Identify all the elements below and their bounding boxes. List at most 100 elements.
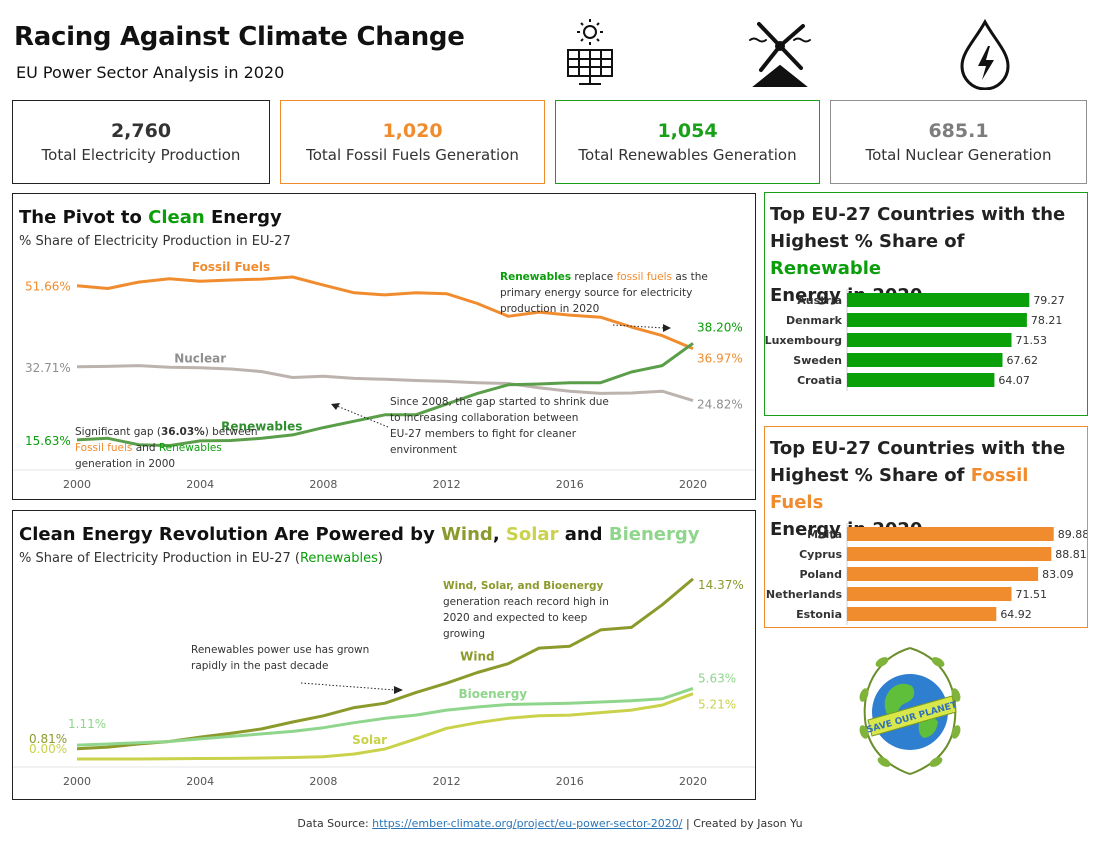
kpi-total-electricity: 2,760 Total Electricity Production xyxy=(12,100,270,184)
x-tick-label: 2008 xyxy=(309,775,337,788)
bar-malta xyxy=(847,527,1054,541)
annotation-record-line4: growing xyxy=(443,628,485,640)
bar-value-label: 67.62 xyxy=(1007,354,1039,367)
pivot-chart-panel: The Pivot to Clean Energy % Share of Ele… xyxy=(12,193,756,500)
kpi-label: Total Fossil Fuels Generation xyxy=(306,146,519,164)
top-renewable-bar-chart: Austria 79.27 Denmark 78.21 Luxembourg 71.53 S… xyxy=(765,289,1065,391)
kpi-value: 2,760 xyxy=(110,120,172,142)
arrow-gap xyxy=(336,405,389,428)
bar-category-label: Luxembourg xyxy=(765,334,842,347)
annotation-grown-line2: rapidly in the past decade xyxy=(191,660,328,672)
kpi-value: 1,054 xyxy=(657,120,718,142)
solar-panel-icon xyxy=(555,16,625,90)
bar-category-label: Cyprus xyxy=(799,548,842,561)
pivot-chart-title: The Pivot to Clean Energy xyxy=(19,207,282,228)
bar-value-label: 64.07 xyxy=(998,374,1030,387)
bar-denmark xyxy=(847,313,1027,327)
arrow-replace xyxy=(612,324,666,329)
bar-category-label: Denmark xyxy=(786,314,843,327)
bar-luxembourg xyxy=(847,333,1012,347)
end-value-label: 36.97% xyxy=(697,352,743,366)
start-value-label: 1.11% xyxy=(68,717,106,731)
top-renewable-title: Top EU-27 Countries with the Highest % S… xyxy=(770,204,1066,306)
annotation-significant-line3: generation in 2000 xyxy=(75,458,175,470)
annotation-gap-line3: EU-27 members to fight for cleaner xyxy=(390,428,577,440)
series-name-label: Solar xyxy=(352,733,387,747)
bar-value-label: 83.09 xyxy=(1042,568,1074,581)
top-fossil-title: Top EU-27 Countries with the Highest % S… xyxy=(770,438,1066,540)
revolution-chart-panel: Clean Energy Revolution Are Powered by W… xyxy=(12,510,756,800)
annotation-replace-line2: primary energy source for electricity xyxy=(500,287,692,299)
pivot-chart-subtitle: % Share of Electricity Production in EU-… xyxy=(19,234,291,249)
bar-value-label: 79.27 xyxy=(1033,294,1065,307)
bar-category-label: Croatia xyxy=(797,374,842,387)
x-tick-label: 2016 xyxy=(556,478,584,491)
start-value-label: 32.71% xyxy=(25,361,71,375)
hydro-drop-icon xyxy=(950,16,1020,91)
series-name-label: Nuclear xyxy=(174,352,226,366)
bar-austria xyxy=(847,293,1030,307)
bar-category-label: Estonia xyxy=(796,608,842,621)
start-value-label: 51.66% xyxy=(25,280,71,294)
arrowhead-gap xyxy=(331,403,340,410)
bar-value-label: 71.51 xyxy=(1015,588,1047,601)
annotation-significant-line2: Fossil fuels and Renewables xyxy=(75,442,222,454)
bar-estonia xyxy=(847,607,997,621)
pivot-line-chart: The Pivot to Clean Energy % Share of Ele… xyxy=(13,207,755,491)
end-value-label: 14.37% xyxy=(698,578,744,592)
start-value-label: 0.81% xyxy=(29,732,67,746)
page-subtitle: EU Power Sector Analysis in 2020 xyxy=(16,63,285,82)
kpi-value: 685.1 xyxy=(928,120,989,142)
bar-cyprus xyxy=(847,547,1052,561)
annotation-gap-line2: to increasing collaboration between xyxy=(390,412,578,424)
footer: Data Source: https://ember-climate.org/p… xyxy=(0,817,1100,830)
x-tick-label: 2000 xyxy=(63,775,91,788)
kpi-total-fossil: 1,020 Total Fossil Fuels Generation xyxy=(280,100,545,184)
bar-value-label: 88.81 xyxy=(1055,548,1087,561)
series-name-label: Bioenergy xyxy=(458,687,527,701)
end-value-label: 24.82% xyxy=(697,398,743,412)
series-line-bioenergy xyxy=(76,686,694,747)
series-name-label: Wind xyxy=(460,650,494,664)
bar-category-label: Sweden xyxy=(793,354,842,367)
bar-sweden xyxy=(847,353,1003,367)
bar-category-label: Malta xyxy=(807,528,842,541)
wind-turbine-icon xyxy=(745,16,815,90)
start-value-label: 0.00% xyxy=(29,742,67,756)
data-source-link[interactable]: https://ember-climate.org/project/eu-pow… xyxy=(372,817,683,830)
start-value-label: 15.63% xyxy=(25,434,71,448)
arrow-grown xyxy=(300,682,396,691)
series-line-solar xyxy=(77,692,694,761)
bar-netherlands xyxy=(847,587,1012,601)
annotation-gap-line4: environment xyxy=(390,444,457,456)
footer-suffix: | Created by Jason Yu xyxy=(682,817,803,830)
kpi-label: Total Nuclear Generation xyxy=(865,146,1052,164)
annotation-record-line3: 2020 and expected to keep xyxy=(443,612,588,624)
annotation-replace: Renewables replace fossil fuels as the xyxy=(500,271,708,283)
annotation-record-line2: generation reach record high in xyxy=(443,596,609,608)
bar-value-label: 64.92 xyxy=(1000,608,1031,621)
save-our-planet-logo: SAVE OUR PLANET xyxy=(850,640,970,780)
top-fossil-bar-chart: Malta 89.88 Cyprus 88.81 Poland 83.09 Netherla… xyxy=(766,523,1087,625)
x-tick-label: 2012 xyxy=(433,775,461,788)
annotation-significant-line1: Significant gap (36.03%) between xyxy=(75,426,258,438)
bar-value-label: 89.88 xyxy=(1058,528,1087,541)
revolution-chart-subtitle: % Share of Electricity Production in EU-… xyxy=(19,551,383,566)
end-value-label: 5.63% xyxy=(698,671,736,685)
kpi-value: 1,020 xyxy=(382,120,443,142)
bar-poland xyxy=(847,567,1039,581)
bar-value-label: 78.21 xyxy=(1031,314,1063,327)
series-name-label: Fossil Fuels xyxy=(192,260,270,274)
top-renewable-countries-panel: Top EU-27 Countries with the Highest % S… xyxy=(764,192,1088,416)
end-value-label: 5.21% xyxy=(698,698,736,712)
x-tick-label: 2004 xyxy=(186,775,214,788)
page-title: Racing Against Climate Change xyxy=(14,22,465,52)
series-line-fossil-fuels xyxy=(76,275,694,350)
series-line-nuclear xyxy=(76,364,694,403)
bar-category-label: Netherlands xyxy=(766,588,843,601)
x-tick-label: 2020 xyxy=(679,775,707,788)
x-tick-label: 2012 xyxy=(433,478,461,491)
annotation-replace-line3: production in 2020 xyxy=(500,303,599,315)
bar-category-label: Austria xyxy=(797,294,842,307)
x-tick-label: 2000 xyxy=(63,478,91,491)
